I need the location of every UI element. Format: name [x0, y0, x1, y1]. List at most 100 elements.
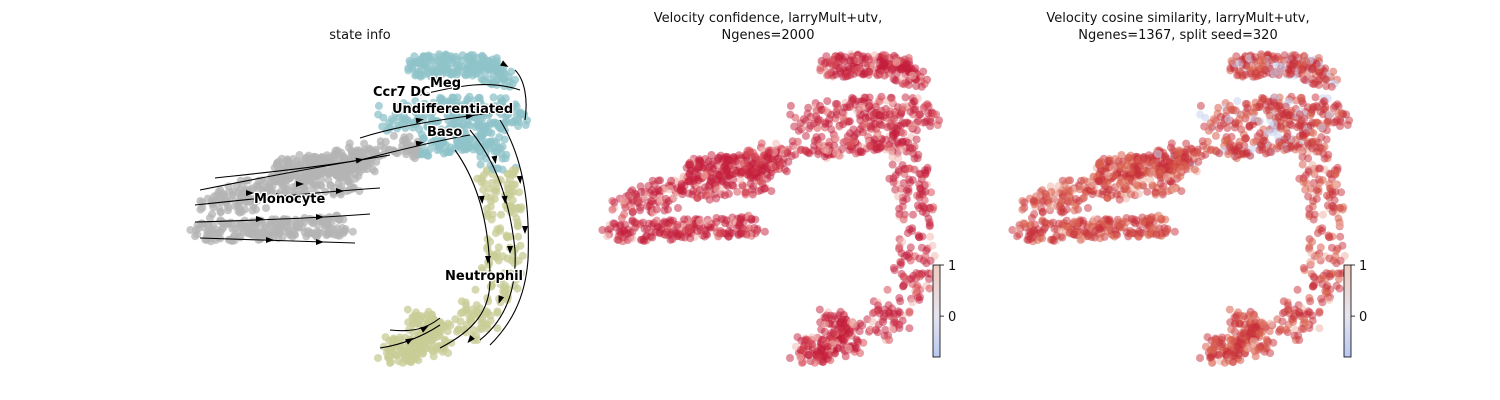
cell-point	[1134, 182, 1143, 190]
cell-point	[921, 168, 930, 177]
cell-point	[728, 217, 737, 226]
cell-point	[907, 226, 916, 235]
cell-point	[917, 82, 926, 91]
cell-point	[1249, 311, 1258, 320]
cell-point	[1013, 232, 1022, 241]
cell-point	[1087, 180, 1096, 188]
colorbar: 10	[1343, 259, 1367, 358]
cell-point	[898, 105, 907, 114]
cell-point	[1338, 205, 1347, 214]
cell-point	[1241, 70, 1250, 79]
cell-point	[865, 141, 874, 150]
cell-point	[1170, 184, 1179, 193]
cell-point	[1308, 64, 1317, 73]
cell-point	[464, 120, 472, 129]
cell-point	[865, 67, 873, 76]
cell-point	[496, 71, 505, 80]
cell-point	[1146, 214, 1155, 223]
cell-point	[891, 185, 900, 194]
cell-point	[339, 152, 348, 161]
cell-point	[1105, 186, 1114, 195]
cell-point	[1076, 235, 1085, 244]
cell-point	[421, 103, 430, 112]
cell-point	[494, 164, 502, 173]
cell-point	[771, 162, 780, 171]
cell-point	[493, 308, 502, 317]
cell-point	[409, 313, 418, 322]
cell-point	[895, 242, 904, 251]
cell-point	[686, 160, 695, 169]
cell-point	[796, 353, 804, 362]
cell-point	[274, 160, 283, 169]
cluster-label: Monocyte	[254, 192, 325, 207]
cell-point	[487, 215, 496, 224]
cell-point	[791, 342, 800, 351]
cell-point	[1071, 201, 1080, 210]
cell-point	[905, 324, 914, 333]
cell-point	[891, 318, 900, 327]
cell-point	[1325, 180, 1334, 189]
cell-point	[503, 254, 512, 263]
cell-point	[926, 117, 935, 126]
cell-point	[482, 192, 491, 201]
cell-point	[1206, 353, 1214, 362]
cell-point	[343, 165, 352, 174]
cell-point	[914, 117, 922, 126]
streamline	[514, 69, 527, 121]
cell-point	[460, 145, 469, 153]
cell-point	[1165, 165, 1174, 174]
streamline-arrow	[467, 335, 475, 344]
cell-point	[674, 204, 682, 212]
cell-point	[852, 335, 861, 344]
cell-point	[1057, 197, 1065, 205]
cell-point	[1296, 121, 1305, 130]
cell-point	[420, 148, 429, 157]
cell-point	[891, 171, 900, 180]
cell-point	[402, 115, 411, 124]
cell-point	[796, 119, 805, 128]
cell-point	[907, 123, 916, 132]
cell-point	[1173, 164, 1182, 173]
cell-point	[869, 110, 878, 119]
cell-point	[742, 230, 751, 239]
cell-point	[925, 221, 934, 230]
cell-point	[897, 138, 906, 147]
cell-point	[1322, 135, 1331, 144]
cell-point	[1334, 108, 1342, 117]
cell-point	[1327, 82, 1336, 91]
cell-point	[1343, 121, 1352, 129]
streamline-arrow	[296, 181, 304, 187]
cell-point	[503, 180, 512, 189]
cell-point	[909, 210, 917, 219]
cell-point	[829, 329, 838, 338]
cell-point	[933, 121, 942, 129]
cell-point	[441, 129, 450, 138]
cell-point	[475, 147, 484, 156]
cell-point	[752, 172, 761, 181]
cell-point	[1317, 226, 1326, 235]
cell-point	[300, 228, 309, 237]
cell-point	[517, 269, 525, 278]
cell-point	[514, 117, 523, 126]
cell-point	[1325, 110, 1334, 119]
cell-point	[467, 312, 476, 321]
cell-point	[495, 123, 504, 132]
cell-point	[1292, 135, 1301, 144]
cell-point	[348, 227, 357, 236]
cell-point	[486, 161, 495, 170]
cell-point	[453, 141, 462, 150]
cell-point	[870, 51, 879, 60]
cell-point	[1291, 51, 1300, 60]
cell-point	[916, 272, 924, 281]
cell-point	[800, 336, 809, 345]
cell-point	[824, 351, 833, 359]
cell-point	[486, 64, 495, 73]
cell-point	[1116, 223, 1125, 232]
cell-point	[1226, 341, 1235, 350]
cell-point	[801, 131, 810, 140]
cell-point	[419, 70, 428, 79]
cell-point	[494, 143, 502, 152]
cell-point	[693, 193, 702, 202]
cell-point	[912, 289, 921, 298]
